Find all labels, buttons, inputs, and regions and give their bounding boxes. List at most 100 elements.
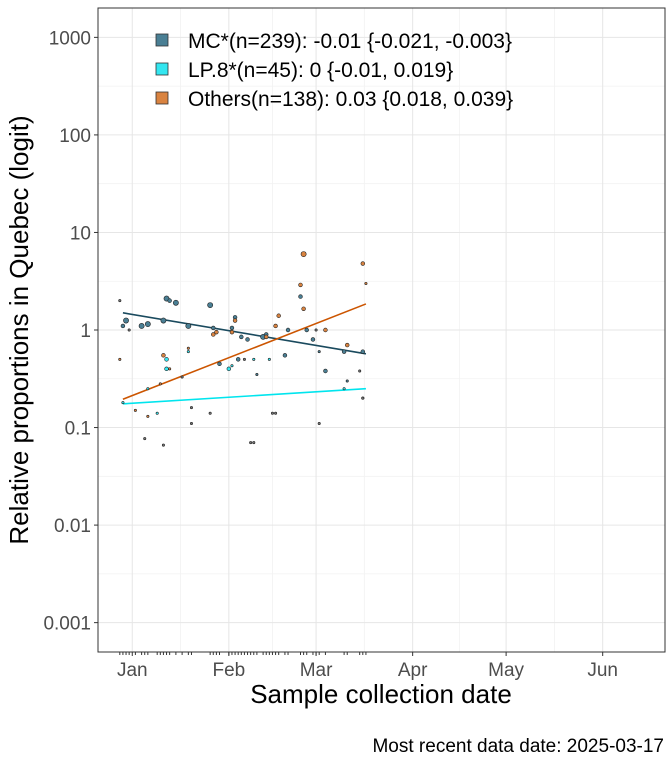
- data-point: [267, 357, 271, 361]
- major-gridlines: [98, 8, 665, 652]
- data-point: [143, 437, 147, 441]
- x-tick-label: Apr: [398, 660, 428, 681]
- data-point: [274, 411, 278, 415]
- data-points: [118, 251, 368, 447]
- legend-key: [155, 33, 169, 47]
- x-axis: Jan Feb Mar Apr May Jun: [117, 652, 618, 681]
- data-point: [270, 411, 274, 415]
- data-point: [164, 366, 169, 372]
- data-point: [364, 281, 368, 285]
- data-point: [323, 368, 328, 374]
- data-point: [235, 357, 241, 362]
- data-point: [211, 325, 216, 331]
- data-point: [172, 299, 179, 306]
- data-point: [160, 317, 167, 324]
- data-point: [314, 328, 318, 332]
- data-point: [285, 327, 291, 333]
- data-point: [323, 327, 328, 333]
- data-point: [208, 411, 212, 415]
- x-tick-label: Feb: [212, 660, 245, 681]
- data-date-caption: Most recent data date: 2025-03-17: [372, 736, 664, 757]
- data-point: [245, 337, 250, 342]
- legend-label: MC*(n=239): -0.01 {-0.021, -0.003}: [188, 30, 512, 53]
- series-fit-line: [122, 303, 367, 400]
- data-point: [161, 353, 166, 358]
- data-point: [252, 357, 256, 361]
- data-point: [144, 321, 151, 327]
- data-point: [164, 357, 169, 362]
- y-tick-label: 1000: [49, 28, 91, 49]
- y-tick-label: 10: [70, 223, 91, 244]
- data-point: [186, 346, 190, 350]
- x-axis-title: Sample collection date: [250, 679, 512, 709]
- data-point: [298, 294, 303, 299]
- data-point: [358, 369, 362, 373]
- legend-key: [155, 91, 169, 105]
- data-point: [276, 313, 281, 318]
- data-point: [361, 396, 365, 400]
- data-point: [120, 323, 126, 329]
- data-point: [317, 350, 321, 354]
- legend: MC*(n=239): -0.01 {-0.021, -0.003} LP.8*(…: [155, 30, 513, 111]
- data-point: [186, 350, 190, 354]
- data-point: [214, 329, 219, 335]
- data-point: [345, 379, 349, 383]
- data-point: [207, 302, 214, 308]
- data-point: [341, 349, 347, 354]
- data-point: [121, 401, 125, 405]
- legend-label: LP.8*(n=45): 0 {-0.01, 0.019}: [188, 59, 453, 82]
- x-tick-label: Jan: [117, 660, 148, 681]
- data-point: [229, 329, 235, 335]
- data-point: [345, 342, 350, 348]
- data-point: [127, 328, 131, 332]
- data-point: [310, 337, 316, 342]
- y-tick-label: 1: [80, 321, 91, 342]
- series-fit-line: [122, 387, 366, 405]
- data-point: [158, 382, 162, 386]
- data-point: [282, 353, 288, 358]
- data-point: [301, 306, 306, 311]
- data-point: [239, 334, 244, 340]
- data-point: [211, 332, 216, 337]
- data-point: [161, 443, 165, 447]
- data-point: [252, 441, 256, 445]
- data-point: [264, 334, 269, 340]
- data-point: [146, 387, 150, 391]
- data-point: [342, 387, 346, 391]
- data-point: [360, 349, 366, 354]
- x-tick-label: Mar: [300, 660, 333, 681]
- x-tick-label: May: [488, 660, 524, 681]
- y-tick-label: 0.01: [54, 516, 91, 537]
- data-point: [167, 298, 172, 303]
- data-point: [249, 441, 253, 445]
- y-axis-title: Relative proportions in Quebec (logit): [4, 115, 34, 544]
- data-point: [298, 282, 303, 288]
- data-point: [255, 372, 259, 376]
- y-tick-label: 0.001: [43, 614, 91, 635]
- data-point: [180, 375, 184, 379]
- data-point: [189, 422, 193, 426]
- data-point: [138, 323, 145, 329]
- data-point: [229, 325, 235, 331]
- data-point: [189, 406, 193, 410]
- data-point: [304, 327, 309, 333]
- data-point: [133, 408, 137, 412]
- y-axis: 0.001 0.01 0.1 1 10 100 1000: [43, 28, 98, 635]
- x-tick-label: Jun: [587, 660, 618, 681]
- legend-label: Others(n=138): 0.03 {0.018, 0.039}: [188, 88, 513, 111]
- data-point: [360, 261, 366, 266]
- data-point: [230, 364, 234, 368]
- data-point: [185, 323, 192, 329]
- data-point: [226, 366, 232, 372]
- data-point: [273, 323, 278, 329]
- y-tick-label: 100: [59, 126, 91, 147]
- data-point: [217, 361, 222, 367]
- data-point: [242, 357, 246, 361]
- data-point: [118, 299, 122, 303]
- data-point: [123, 317, 129, 324]
- data-point: [146, 414, 150, 418]
- data-point: [168, 367, 172, 371]
- y-tick-label: 0.1: [65, 419, 91, 440]
- data-point: [300, 251, 307, 257]
